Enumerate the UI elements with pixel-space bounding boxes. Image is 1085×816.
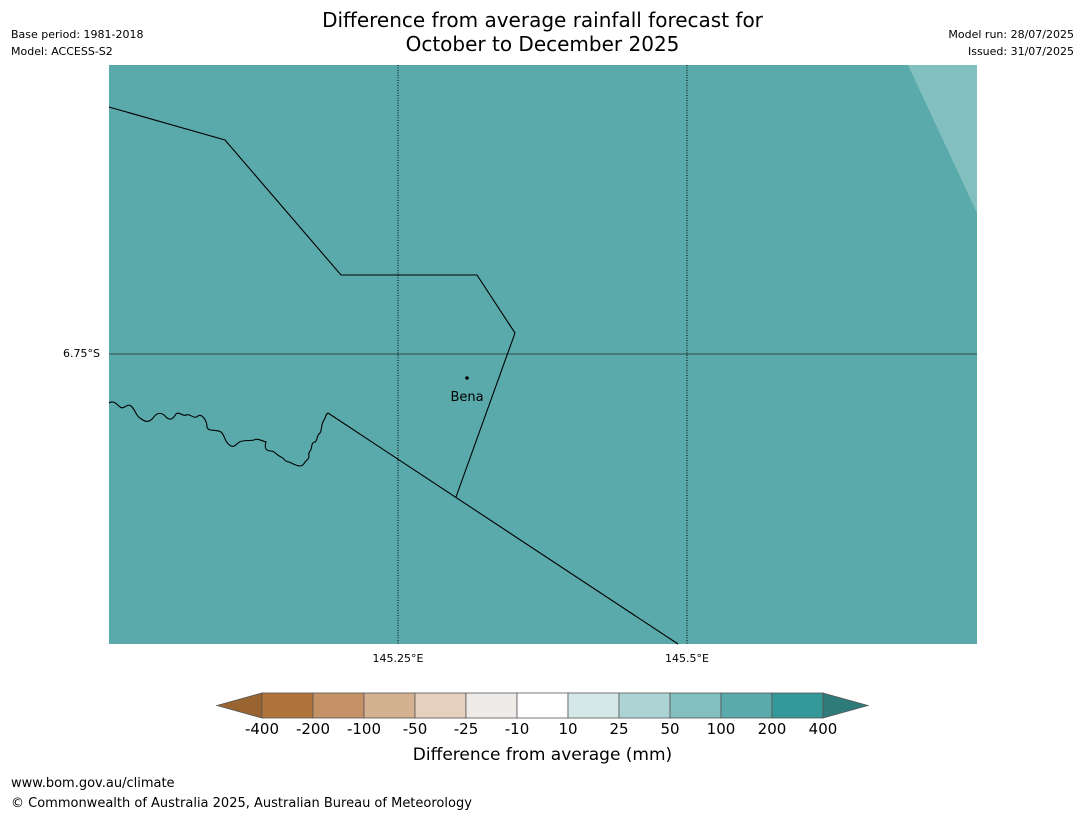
colorbar-box [312,692,365,719]
title-line-2: October to December 2025 [405,32,680,56]
bena-label: Bena [450,390,483,405]
model-name: Model: ACCESS-S2 [11,45,113,58]
longitude-label-2: 145.5°E [665,652,709,665]
meta-right: Model run: 28/07/2025 Issued: 31/07/2025 [948,26,1074,60]
colorbar-box [363,692,416,719]
footer-url[interactable]: www.bom.gov.au/climate [11,776,175,791]
colorbar-box [720,692,773,719]
base-period: Base period: 1981-2018 [11,28,144,41]
latitude-label: 6.75°S [63,347,100,360]
colorbar-tick-label: 10 [558,720,578,738]
coastline [108,401,329,467]
title-line-1: Difference from average rainfall forecas… [322,8,763,32]
colorbar-tick-label: -50 [402,720,428,738]
colorbar-box [516,692,569,719]
colorbar-tick-label: -25 [453,720,479,738]
colorbar-label: Difference from average (mm) [412,745,673,765]
colorbar-box [669,692,722,719]
colorbar-tick-label: 25 [609,720,629,738]
colorbar-extend-low [215,692,263,719]
bena-marker [465,376,469,380]
colorbar-tick-label: -400 [244,720,280,738]
issued-date: Issued: 31/07/2025 [967,45,1074,58]
colorbar-extend-high [822,692,870,719]
colorbar-box [567,692,620,719]
province-boundary-south [327,412,679,645]
colorbar-tick-label: 100 [706,720,736,738]
longitude-label-1: 145.25°E [372,652,424,665]
province-boundary-north [108,106,516,498]
colorbar-tick-label: -200 [295,720,331,738]
model-run: Model run: 28/07/2025 [948,28,1074,41]
colorbar-box [261,692,314,719]
meta-left: Base period: 1981-2018 Model: ACCESS-S2 [11,26,143,60]
map-corner-shade [908,65,977,213]
chart-title: Difference from average rainfall forecas… [0,8,1085,56]
colorbar-box [618,692,671,719]
colorbar-box [414,692,467,719]
colorbar-tick-label: -10 [504,720,530,738]
colorbar-box [465,692,518,719]
colorbar-tick-label: -100 [346,720,382,738]
colorbar-box [771,692,824,719]
colorbar-tick-label: 50 [660,720,680,738]
colorbar-tick-label: 200 [757,720,787,738]
footer-copyright: © Commonwealth of Australia 2025, Austra… [11,796,472,811]
colorbar [215,692,870,719]
colorbar-tick-label: 400 [808,720,838,738]
